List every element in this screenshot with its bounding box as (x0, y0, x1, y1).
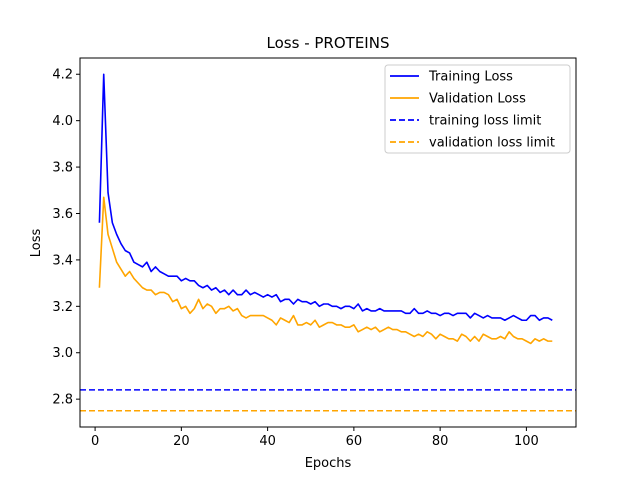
x-tick-label: 80 (432, 434, 449, 449)
legend-label: Validation Loss (429, 92, 526, 107)
reference-lines (80, 389, 576, 412)
series-lines (98, 73, 553, 345)
legend-label: training loss limit (429, 114, 541, 129)
legend-entry-validation-loss: Validation Loss (390, 92, 526, 107)
legend-entry-validation-limit: validation loss limit (390, 136, 555, 151)
validation-loss-line (98, 196, 553, 345)
y-tick-label: 4.0 (52, 114, 73, 129)
legend-label: Training Loss (428, 70, 513, 85)
legend-label: validation loss limit (429, 136, 555, 151)
x-tick-label: 100 (514, 434, 539, 449)
legend-entry-training-limit: training loss limit (390, 114, 541, 129)
x-tick-label: 20 (173, 434, 190, 449)
y-tick-label: 4.2 (52, 68, 73, 83)
x-axis-ticks: 0 20 40 60 80 100 (91, 427, 539, 449)
x-tick-label: 40 (259, 434, 276, 449)
x-tick-label: 0 (91, 434, 99, 449)
y-tick-label: 3.4 (52, 253, 73, 268)
y-tick-label: 3.0 (52, 346, 73, 361)
y-tick-label: 3.2 (52, 300, 73, 315)
legend-entry-training-loss: Training Loss (390, 70, 513, 85)
legend-box (384, 64, 571, 154)
y-axis-label: Loss (29, 229, 44, 258)
x-axis-label: Epochs (305, 456, 352, 471)
y-tick-label: 2.8 (52, 393, 73, 408)
y-tick-label: 3.6 (52, 207, 73, 222)
legend: Training Loss Validation Loss training los… (384, 64, 571, 154)
y-tick-label: 3.8 (52, 161, 73, 176)
training-loss-line (98, 73, 553, 322)
chart-title: Loss - PROTEINS (267, 34, 390, 52)
y-axis-ticks: 2.8 3.0 3.2 3.4 3.6 3.8 4.0 4.2 (52, 68, 80, 408)
x-tick-label: 60 (346, 434, 363, 449)
plot-frame (79, 57, 577, 428)
